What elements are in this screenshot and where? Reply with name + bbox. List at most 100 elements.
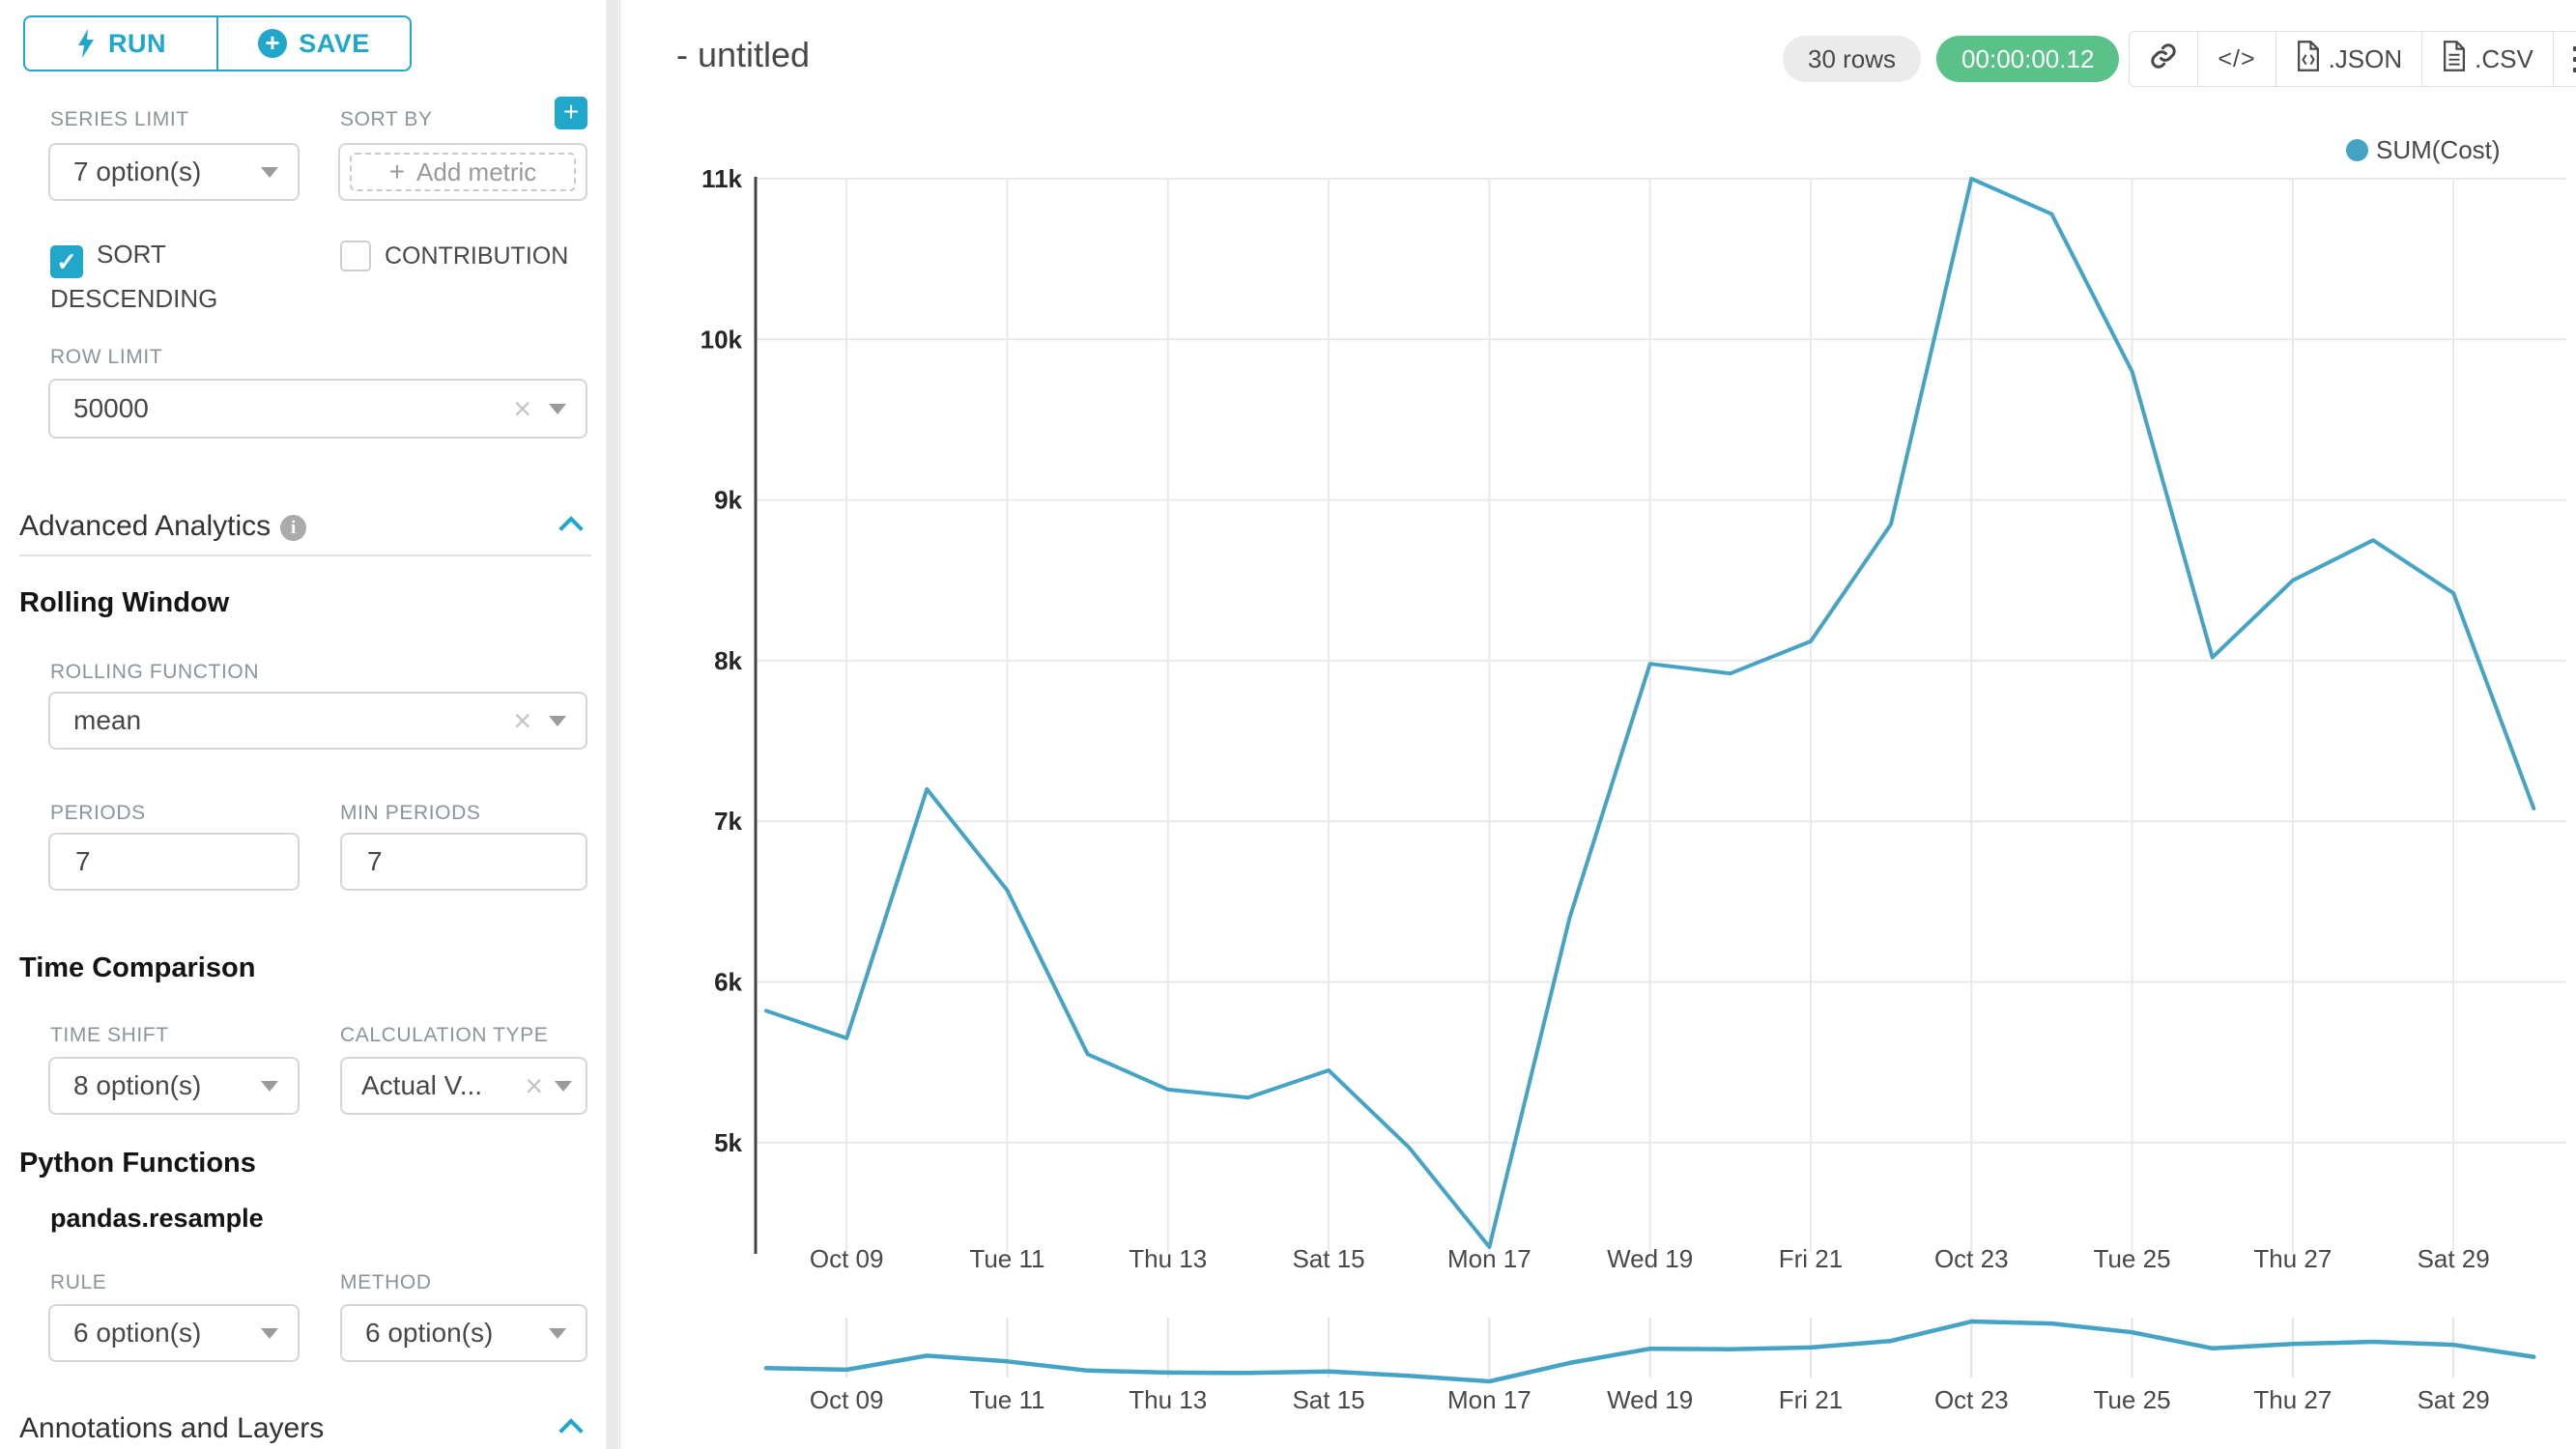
python-functions-title: Python Functions [19, 1148, 256, 1179]
time-shift-value: 8 option(s) [73, 1070, 202, 1100]
query-timer-badge: 00:00:00.12 [1936, 36, 2120, 82]
periods-value: 7 [75, 846, 91, 876]
method-label: METHOD [340, 1271, 432, 1293]
svg-text:Oct 09: Oct 09 [810, 1385, 884, 1414]
advanced-analytics-header[interactable]: Advanced Analytics [19, 510, 307, 543]
chart-menu-button[interactable] [2552, 32, 2576, 86]
svg-text:Wed 19: Wed 19 [1607, 1385, 1693, 1414]
save-button[interactable]: SAVE [216, 17, 410, 70]
annotations-header[interactable]: Annotations and Layers [19, 1412, 324, 1445]
rolling-window-title: Rolling Window [19, 587, 230, 618]
sort-by-field[interactable]: Add metric [338, 143, 587, 201]
min-periods-input[interactable]: 7 [340, 833, 587, 891]
svg-text:Mon 17: Mon 17 [1447, 1244, 1531, 1273]
svg-text:Tue 11: Tue 11 [969, 1385, 1045, 1414]
contribution-label: CONTRIBUTION [385, 242, 569, 270]
chevron-down-icon[interactable] [555, 1080, 572, 1092]
contribution-checkbox[interactable] [340, 241, 371, 271]
json-button-label: .JSON [2328, 43, 2403, 73]
periods-input[interactable]: 7 [48, 833, 300, 891]
info-icon [280, 515, 307, 541]
annotations-title: Annotations and Layers [19, 1412, 325, 1444]
sort-descending-checkbox[interactable] [50, 245, 83, 278]
csv-button-label: .CSV [2475, 43, 2533, 73]
svg-text:Thu 13: Thu 13 [1129, 1385, 1207, 1414]
chevron-down-icon[interactable] [261, 1080, 278, 1092]
plus-circle-icon [258, 29, 288, 58]
row-limit-label: ROW LIMIT [50, 346, 163, 368]
export-json-button[interactable]: .JSON [2275, 32, 2422, 86]
row-limit-value: 50000 [73, 393, 149, 423]
advanced-analytics-title: Advanced Analytics [19, 510, 272, 542]
rule-value: 6 option(s) [73, 1318, 202, 1348]
chevron-down-icon[interactable] [549, 1327, 566, 1339]
section-divider [19, 554, 591, 556]
sidebar-scrollbar[interactable] [606, 0, 618, 1449]
svg-text:Oct 23: Oct 23 [1934, 1244, 2009, 1273]
add-sort-button[interactable] [555, 97, 587, 129]
series-limit-label: SERIES LIMIT [50, 108, 189, 130]
svg-text:8k: 8k [714, 646, 742, 675]
svg-text:Tue 25: Tue 25 [2094, 1385, 2171, 1414]
collapse-advanced-analytics-icon[interactable] [558, 516, 584, 541]
svg-text:Thu 27: Thu 27 [2253, 1385, 2332, 1414]
svg-text:5k: 5k [714, 1128, 742, 1157]
plus-icon [389, 156, 405, 187]
svg-text:Sat 15: Sat 15 [1292, 1244, 1364, 1273]
svg-text:Tue 25: Tue 25 [2094, 1244, 2171, 1273]
svg-text:10k: 10k [701, 325, 743, 354]
svg-text:6k: 6k [714, 968, 742, 997]
svg-text:Fri 21: Fri 21 [1779, 1385, 1843, 1414]
lightning-icon [75, 29, 97, 58]
chart-header-toolbar: 30 rows 00:00:00.12 </> [1783, 31, 2576, 87]
pandas-resample-label: pandas.resample [50, 1204, 264, 1233]
sort-by-label: SORT BY [340, 108, 433, 130]
svg-text:Mon 17: Mon 17 [1447, 1385, 1531, 1414]
clear-icon[interactable] [525, 1070, 543, 1101]
row-limit-select[interactable]: 50000 [48, 379, 587, 439]
svg-text:Sat 29: Sat 29 [2418, 1244, 2490, 1273]
add-metric-button[interactable]: Add metric [350, 153, 576, 191]
chevron-down-icon[interactable] [261, 166, 278, 178]
run-button[interactable]: RUN [25, 17, 216, 70]
save-button-label: SAVE [299, 28, 370, 58]
rule-select[interactable]: 6 option(s) [48, 1304, 300, 1362]
calculation-type-select[interactable]: Actual V... [340, 1057, 587, 1115]
chevron-down-icon[interactable] [549, 403, 566, 414]
calculation-type-value: Actual V... [361, 1070, 483, 1100]
svg-text:Wed 19: Wed 19 [1607, 1244, 1693, 1273]
share-link-button[interactable] [2130, 32, 2197, 86]
series-limit-select[interactable]: 7 option(s) [48, 143, 300, 201]
line-chart[interactable]: 5k 6k 7k 8k 9k 10k 11k Oct 09 Oct 09 Tue 11 Tue 11… [620, 0, 2576, 1449]
time-shift-select[interactable]: 8 option(s) [48, 1057, 300, 1115]
chevron-down-icon[interactable] [549, 715, 566, 726]
min-periods-value: 7 [367, 846, 383, 876]
csv-file-icon [2442, 40, 2467, 78]
clear-icon[interactable] [513, 393, 531, 424]
legend-series-label: SUM(Cost) [2376, 135, 2501, 164]
svg-text:Oct 09: Oct 09 [810, 1244, 884, 1273]
rolling-function-select[interactable]: mean [48, 692, 587, 750]
view-query-button[interactable]: </> [2197, 32, 2275, 86]
chart-area: - untitled 30 rows 00:00:00.12 </> [620, 0, 2576, 1449]
contribution-option[interactable]: CONTRIBUTION [340, 236, 620, 276]
row-count-badge: 30 rows [1783, 36, 1922, 82]
method-select[interactable]: 6 option(s) [340, 1304, 587, 1362]
chart-legend[interactable]: SUM(Cost) [2346, 135, 2501, 165]
periods-label: PERIODS [50, 802, 146, 824]
collapse-annotations-icon[interactable] [558, 1418, 584, 1443]
svg-text:Sat 15: Sat 15 [1292, 1385, 1364, 1414]
time-shift-label: TIME SHIFT [50, 1024, 169, 1046]
export-button-group: </> .JSON .CSV [2129, 31, 2576, 87]
sort-descending-option[interactable]: SORT DESCENDING [50, 234, 292, 319]
code-icon: </> [2218, 44, 2256, 72]
svg-text:Sat 29: Sat 29 [2418, 1385, 2490, 1414]
clear-icon[interactable] [513, 705, 531, 736]
export-csv-button[interactable]: .CSV [2421, 32, 2553, 86]
run-save-button-group: RUN SAVE [23, 15, 412, 71]
chevron-down-icon[interactable] [261, 1327, 278, 1339]
svg-text:7k: 7k [714, 807, 742, 836]
rule-label: RULE [50, 1271, 107, 1293]
chart-title[interactable]: - untitled [676, 35, 811, 74]
time-comparison-title: Time Comparison [19, 952, 256, 983]
